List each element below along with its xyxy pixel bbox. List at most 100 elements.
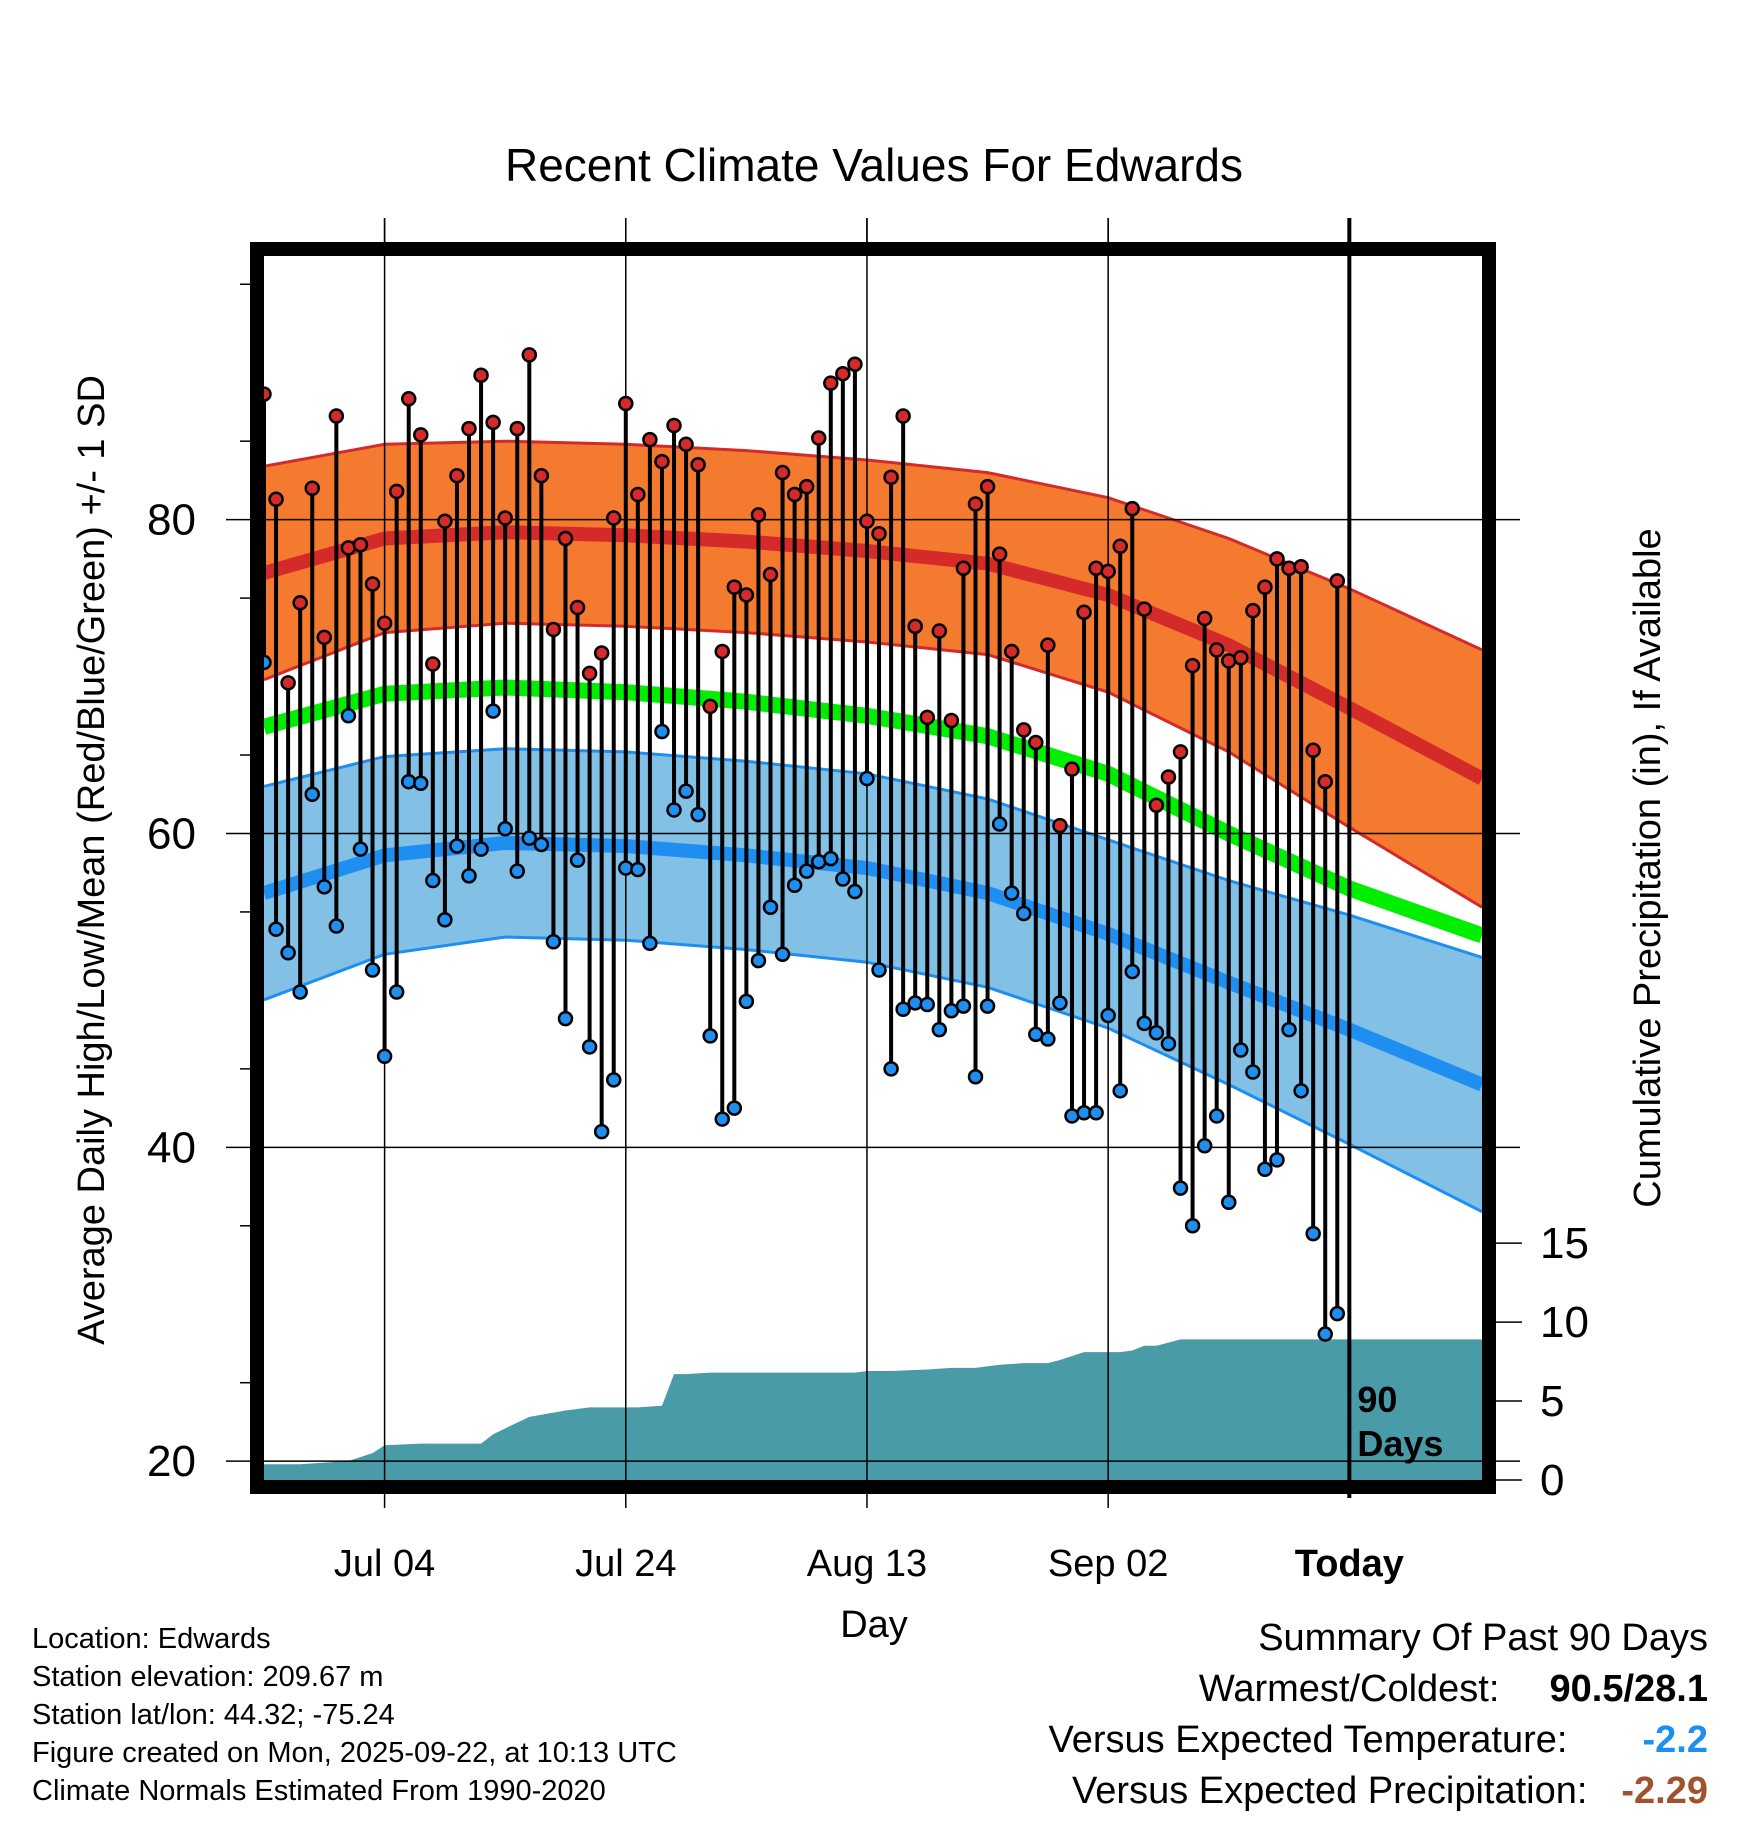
low-temp-point (642, 935, 658, 952)
high-temp-point (798, 478, 815, 495)
low-temp-point (304, 786, 320, 802)
high-temp-point (1317, 773, 1333, 790)
low-temp-point (979, 998, 996, 1014)
low-temp-point (955, 998, 972, 1014)
low-temp-point (1040, 1031, 1056, 1047)
low-temp-point (1257, 1161, 1273, 1178)
low-temp-point (413, 775, 429, 792)
high-temp-point (1040, 637, 1056, 653)
high-temp-point (413, 427, 429, 443)
high-temp-point (400, 391, 417, 407)
warmest-coldest-value: 90.5/28.1 (1549, 1668, 1708, 1710)
high-temp-point (1245, 602, 1261, 619)
low-temp-point (1281, 1021, 1297, 1038)
high-temp-point (304, 480, 320, 496)
low-temp-point (545, 934, 562, 950)
high-temp-point (1184, 657, 1201, 674)
high-temp-point (1196, 610, 1213, 627)
y2-tick-label: 10 (1540, 1298, 1589, 1347)
high-temp-point (871, 526, 887, 542)
low-temp-point (581, 1039, 598, 1055)
station-info: Location: Edwards Station elevation: 209… (32, 1620, 677, 1810)
high-temp-point (264, 386, 272, 402)
x-tick-label: Sep 02 (1048, 1543, 1168, 1585)
high-temp-point (1136, 601, 1153, 617)
low-temp-point (569, 852, 586, 868)
high-temp-point (533, 467, 550, 484)
high-temp-point (774, 464, 791, 481)
normals-text: Climate Normals Estimated From 1990-2020 (32, 1775, 606, 1807)
low-temp-point (280, 944, 296, 961)
temp-departure-value: -2.2 (1642, 1719, 1708, 1761)
y-tick-label: 80 (147, 496, 196, 545)
low-temp-point (774, 946, 791, 963)
high-temp-point (1257, 579, 1273, 595)
high-temp-point (714, 643, 731, 660)
high-temp-point (1172, 744, 1189, 760)
low-temp-point (1317, 1326, 1333, 1342)
low-temp-point (726, 1100, 743, 1116)
low-temp-point (388, 984, 405, 1000)
low-temp-point (835, 871, 851, 887)
plot-frame (250, 242, 1496, 1494)
low-temp-point (340, 708, 357, 724)
low-temp-point (1136, 1015, 1153, 1032)
high-temp-point (280, 675, 296, 691)
low-temp-point (678, 783, 694, 799)
high-temp-point (931, 623, 948, 639)
high-temp-point (738, 587, 755, 603)
high-temp-point (545, 621, 562, 638)
high-temp-point (268, 491, 284, 507)
high-temp-point (859, 513, 875, 529)
high-temp-point (702, 698, 718, 715)
low-temp-point (509, 863, 525, 879)
high-temp-point (449, 467, 465, 484)
low-temp-point (823, 850, 839, 867)
low-temp-point (1088, 1105, 1104, 1121)
y2-tick-label: 0 (1540, 1456, 1564, 1505)
low-temp-point (1100, 1007, 1116, 1024)
high-temp-point (1052, 817, 1068, 834)
low-temp-point (1160, 1036, 1177, 1052)
summary-panel: Summary Of Past 90 Days Warmest/Coldest:… (1049, 1613, 1708, 1817)
low-temp-point (1293, 1083, 1309, 1099)
high-temp-point (581, 665, 598, 682)
low-temp-point (1003, 885, 1020, 901)
low-temp-point (364, 962, 381, 978)
high-temp-point (895, 408, 911, 424)
days-count-label: 90 (1357, 1379, 1397, 1420)
high-temp-point (1293, 558, 1309, 575)
high-temp-point (823, 375, 839, 391)
low-temp-point (264, 654, 272, 671)
low-temp-point (316, 879, 333, 895)
low-temp-point (1015, 905, 1032, 922)
x-tick-label: Jul 04 (334, 1543, 435, 1585)
low-temp-point (1172, 1180, 1189, 1196)
low-temp-point (1052, 995, 1068, 1011)
high-temp-point (835, 365, 851, 382)
low-temp-point (1208, 1108, 1225, 1124)
high-temp-point (630, 486, 646, 503)
warmest-coldest-label: Warmest/Coldest: (1198, 1668, 1500, 1710)
low-temp-point (859, 770, 875, 787)
low-temp-point (533, 836, 550, 853)
low-temp-point (268, 921, 284, 937)
precip-departure-value: -2.29 (1621, 1770, 1708, 1812)
high-temp-point (690, 456, 706, 473)
days-word-label: Days (1357, 1423, 1443, 1464)
high-temp-point (425, 656, 441, 672)
high-temp-point (642, 431, 658, 448)
x-axis-label: Day (840, 1604, 908, 1646)
high-temp-point (1233, 649, 1249, 666)
high-temp-point (810, 430, 827, 446)
high-temp-point (437, 513, 453, 529)
high-temp-point (654, 453, 670, 470)
low-temp-point (690, 806, 706, 823)
high-temp-point (557, 530, 574, 547)
low-temp-point (666, 802, 682, 818)
low-temp-point (738, 993, 755, 1010)
low-temp-point (1221, 1194, 1237, 1210)
high-temp-point (1100, 563, 1116, 580)
low-temp-point (497, 821, 513, 837)
